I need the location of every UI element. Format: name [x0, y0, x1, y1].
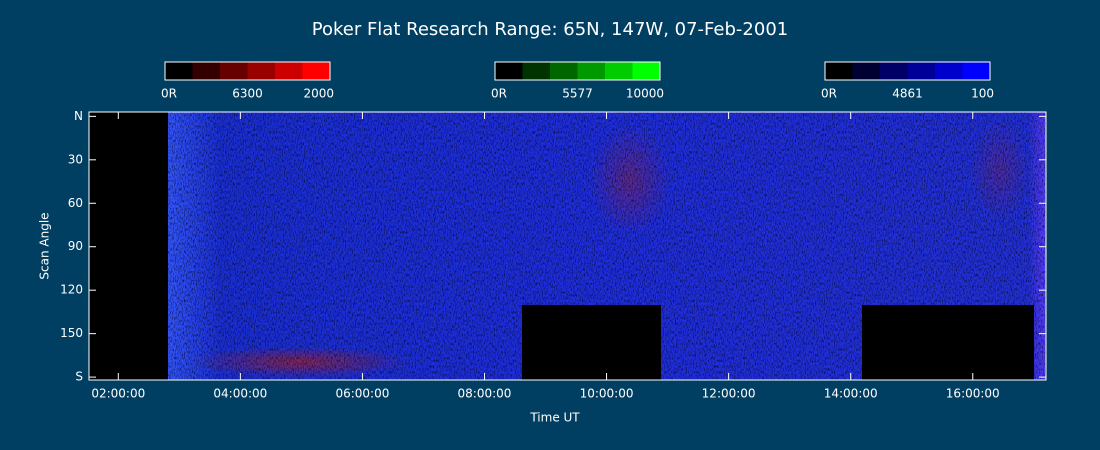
colorbar-swatch: [165, 62, 193, 80]
colorbar-swatch: [907, 62, 935, 80]
y-tick-label: 30: [68, 152, 83, 166]
plot-frame: [88, 111, 1047, 381]
x-tick-label: 14:00:00: [824, 387, 878, 401]
colorbar-label: 0R: [821, 87, 837, 101]
y-tick-label: 150: [60, 326, 83, 340]
x-tick-label: 06:00:00: [335, 387, 389, 401]
colorbar-label: 0R: [491, 87, 507, 101]
x-tick-label: 04:00:00: [213, 387, 267, 401]
y-tick-label: 120: [60, 283, 83, 297]
colorbar-swatch: [302, 62, 330, 80]
colorbar-swatch: [852, 62, 880, 80]
x-tick-label: 02:00:00: [91, 387, 145, 401]
x-tick-label: 08:00:00: [458, 387, 512, 401]
colorbar-swatch: [825, 62, 853, 80]
x-tick-label: 12:00:00: [702, 387, 756, 401]
colorbar-frame: [824, 61, 991, 81]
y-tick-label: 60: [68, 196, 83, 210]
colorbar-label: 4861: [892, 87, 923, 101]
colorbar-swatch: [880, 62, 908, 80]
x-tick-label: 16:00:00: [946, 387, 1000, 401]
x-axis-label: Time UT: [529, 411, 580, 425]
y-tick-label: 90: [68, 239, 83, 253]
y-tick-label: S: [75, 370, 83, 384]
colorbar-swatch: [495, 62, 523, 80]
colorbar-label: 2000: [303, 87, 334, 101]
colorbar-swatch: [192, 62, 220, 80]
colorbar-swatch: [522, 62, 550, 80]
colorbar-frame: [164, 61, 331, 81]
colorbar-swatch: [632, 62, 660, 80]
x-tick-label: 10:00:00: [580, 387, 634, 401]
keogram-image: [89, 112, 1046, 380]
y-axis-label: Scan Angle: [38, 212, 52, 279]
colorbar-swatch: [275, 62, 303, 80]
colorbar-frame: [494, 61, 661, 81]
colorbar-label: 5577: [562, 87, 593, 101]
colorbar-swatch: [247, 62, 275, 80]
y-tick-label: N: [74, 109, 83, 123]
colorbar-swatch: [605, 62, 633, 80]
colorbar-swatch: [962, 62, 990, 80]
chart-title: Poker Flat Research Range: 65N, 147W, 07…: [312, 19, 788, 40]
colorbar-swatch: [550, 62, 578, 80]
colorbar-label: 10000: [626, 87, 664, 101]
colorbar-label: 100: [971, 87, 994, 101]
colorbar-swatch: [577, 62, 605, 80]
colorbar-label: 6300: [232, 87, 263, 101]
colorbar-label: 0R: [161, 87, 177, 101]
colorbar-swatch: [935, 62, 963, 80]
colorbar-swatch: [220, 62, 248, 80]
